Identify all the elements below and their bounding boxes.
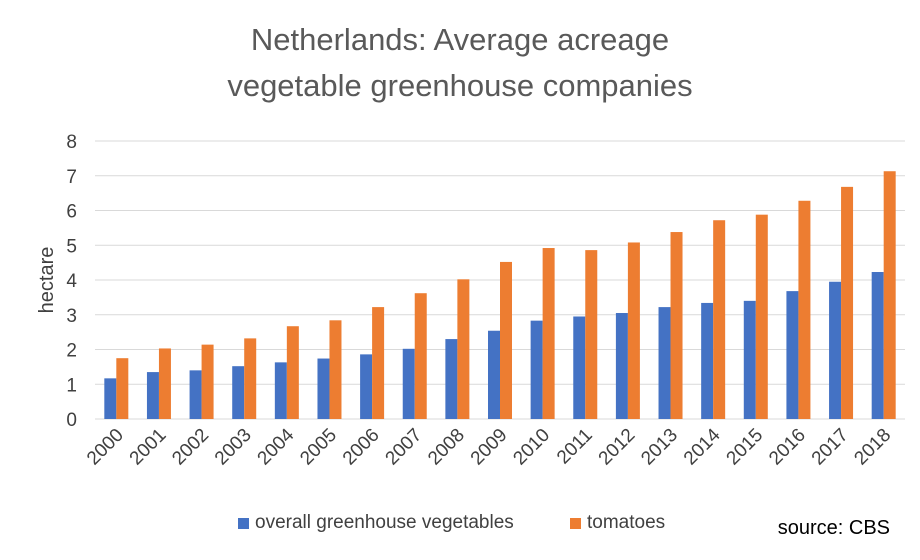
bar-overall-2001 [146,372,159,419]
bar-overall-2017 [829,281,842,419]
bar-tomatoes-2000 [116,358,129,419]
bar-tomatoes-2005 [329,320,342,419]
bar-overall-2000 [104,378,117,419]
x-tick-label: 2013 [637,425,682,470]
y-axis-label: hectare [36,247,58,314]
bar-overall-2011 [573,316,586,419]
y-tick-label: 3 [66,306,77,327]
bar-tomatoes-2012 [627,242,640,419]
x-tick-label: 2014 [680,424,725,469]
x-tick-label: 2005 [296,425,341,470]
x-tick-label: 2016 [765,425,810,470]
legend-item-overall: overall greenhouse vegetables [238,512,514,534]
legend-label-tomatoes: tomatoes [587,512,666,533]
x-axis-ticks: 2000200120022003200420052006200720082009… [83,424,895,469]
chart-title-line-1: Netherlands: Average acreage [250,22,670,57]
legend-swatch-icon [238,517,249,529]
bar-tomatoes-2004 [286,326,299,419]
bar-overall-2012 [615,313,628,419]
bar-tomatoes-2018 [883,171,896,419]
x-tick-label: 2008 [424,425,469,470]
x-tick-label: 2009 [467,425,512,470]
x-tick-label: 2002 [168,425,213,470]
bar-overall-2005 [317,358,330,419]
y-tick-label: 6 [66,202,77,223]
bar-tomatoes-2007 [414,293,427,419]
x-tick-label: 2006 [339,425,384,470]
bar-overall-2015 [743,300,756,419]
x-tick-label: 2018 [850,425,895,470]
y-tick-label: 5 [66,236,77,257]
bar-tomatoes-2006 [372,307,385,419]
x-tick-label: 2000 [83,425,128,470]
x-tick-label: 2015 [723,425,768,470]
bar-tomatoes-2008 [457,279,470,419]
y-tick-label: 2 [66,341,77,362]
bar-overall-2018 [871,272,884,419]
x-tick-label: 2017 [808,425,853,470]
x-tick-label: 2011 [553,425,597,469]
x-tick-label: 2010 [509,425,554,470]
y-tick-label: 8 [66,132,77,153]
bar-overall-2009 [488,330,500,419]
bar-overall-2014 [701,302,714,419]
legend-item-tomatoes: tomatoes [570,512,665,534]
bar-tomatoes-2017 [841,186,854,419]
bar-tomatoes-2013 [670,232,683,419]
bar-overall-2006 [360,354,373,419]
legend-label-overall: overall greenhouse vegetables [255,512,514,533]
bar-tomatoes-2002 [201,344,214,419]
bar-overall-2016 [786,291,799,419]
bar-tomatoes-2009 [500,261,512,419]
bar-overall-2004 [274,362,287,419]
y-tick-label: 1 [66,375,77,396]
bar-overall-2010 [530,320,543,419]
y-tick-label: 0 [66,410,77,431]
bar-overall-2008 [445,339,458,419]
bar-overall-2007 [402,348,415,419]
bar-tomatoes-2001 [158,348,171,419]
source-note: source: CBS [777,517,890,539]
bar-tomatoes-2003 [244,338,257,419]
bar-tomatoes-2014 [713,220,726,419]
bars [104,171,896,419]
x-tick-label: 2012 [595,425,640,470]
x-tick-label: 2007 [382,425,427,470]
bar-tomatoes-2011 [585,250,598,419]
bar-tomatoes-2016 [798,200,811,419]
bar-overall-2003 [232,366,245,419]
legend-swatch-icon [570,517,581,529]
chart-title-line-2: vegetable greenhouse companies [227,68,693,103]
x-tick-label: 2004 [254,424,299,469]
y-tick-label: 4 [66,271,77,292]
y-axis-ticks: 0 1 2 3 4 5 6 7 8 [66,132,77,431]
x-tick-label: 2001 [126,425,171,470]
bar-overall-2013 [658,307,671,419]
x-tick-label: 2003 [211,425,256,470]
bar-tomatoes-2015 [755,214,768,419]
y-tick-label: 7 [66,167,77,188]
bar-tomatoes-2010 [542,248,555,419]
bar-overall-2002 [189,370,202,419]
